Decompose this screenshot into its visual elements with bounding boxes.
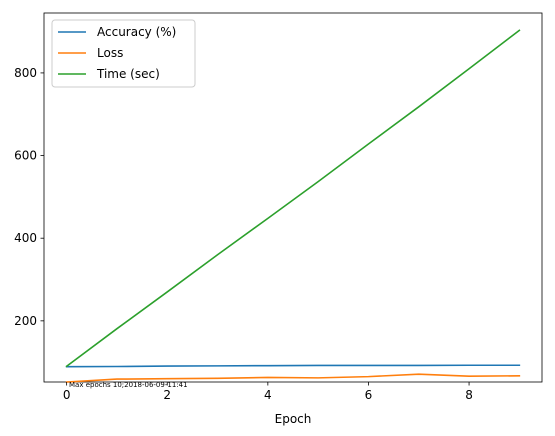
series-line-accuracy [65, 364, 521, 368]
legend-label: Time (sec) [96, 67, 160, 81]
ticks-layer: 0 2 4 6 8 200 400 600 800 [14, 66, 473, 402]
x-tick-label: 2 [163, 388, 171, 402]
y-tick-label: 600 [14, 149, 37, 163]
x-tick-label: 8 [465, 388, 473, 402]
y-tick-label: 200 [14, 314, 37, 328]
x-tick-label: 4 [264, 388, 272, 402]
legend: Accuracy (%) Loss Time (sec) [51, 19, 196, 88]
legend-label: Accuracy (%) [97, 25, 176, 39]
y-tick-label: 400 [14, 231, 37, 245]
legend-label: Loss [97, 46, 123, 60]
chart-annotation: Max epochs 10;2018-06-09-11:41 [69, 381, 188, 389]
series-line-loss [65, 373, 521, 383]
series-layer [65, 29, 521, 383]
x-axis-title: Epoch [275, 412, 312, 426]
series-line-time-sec [65, 29, 521, 368]
x-tick-label: 0 [63, 388, 71, 402]
legend-frame [51, 19, 196, 88]
x-tick-label: 6 [365, 388, 373, 402]
y-tick-label: 800 [14, 66, 37, 80]
